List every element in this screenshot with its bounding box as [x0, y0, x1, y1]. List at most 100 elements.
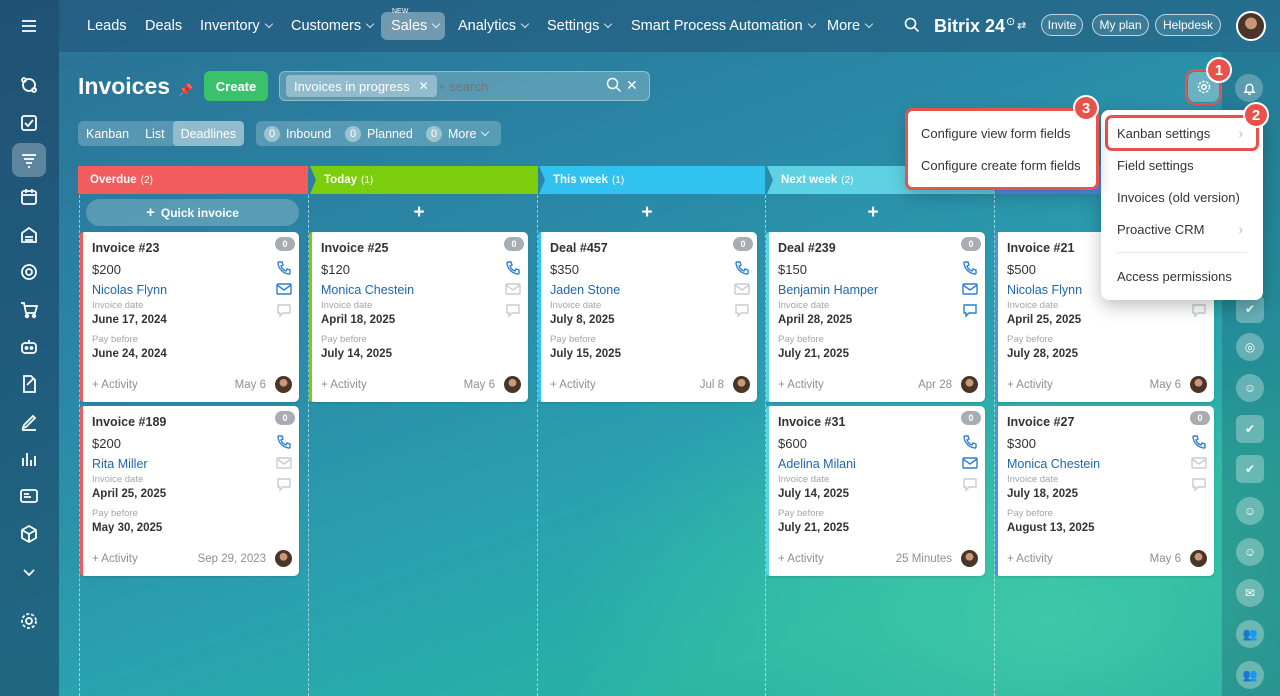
phone-icon[interactable] — [962, 260, 978, 276]
contact-avatar-icon[interactable]: ☺ — [1236, 374, 1264, 402]
card-add-activity[interactable]: + Activity — [550, 379, 596, 391]
nav-inventory[interactable]: Inventory — [200, 0, 273, 52]
card-title[interactable]: Invoice #189 — [92, 415, 167, 429]
nav-deals[interactable]: Deals — [145, 18, 183, 34]
menu-item-kanban-settings[interactable]: Kanban settings › — [1101, 117, 1263, 149]
card-avatar[interactable] — [275, 376, 292, 393]
close-icon[interactable]: ✕ — [418, 79, 429, 93]
phone-icon[interactable] — [505, 260, 521, 276]
card-avatar[interactable] — [1190, 550, 1207, 567]
kanban-card[interactable]: Invoice #25 0 $120 Monica Chestein Invoice d… — [309, 232, 528, 402]
search-input[interactable] — [438, 77, 588, 95]
card-title[interactable]: Invoice #25 — [321, 241, 389, 255]
chat-icon[interactable] — [962, 477, 978, 492]
add-item-plus-icon[interactable]: + — [867, 202, 879, 223]
chat-icon[interactable] — [1191, 303, 1207, 318]
sales-icon[interactable] — [12, 143, 46, 177]
pen-icon[interactable] — [12, 405, 46, 439]
cart-icon[interactable] — [12, 293, 46, 327]
chat-avatar-icon[interactable]: ◎ — [1236, 333, 1264, 361]
add-item-plus-icon[interactable]: + — [413, 202, 425, 223]
card-client-link[interactable]: Nicolas Flynn — [92, 283, 168, 297]
menu-item-invoices-old[interactable]: Invoices (old version) — [1117, 189, 1240, 205]
card-add-activity[interactable]: + Activity — [778, 379, 824, 391]
my-plan-button[interactable]: My plan — [1092, 14, 1149, 36]
phone-icon[interactable] — [1191, 434, 1207, 450]
search-filter-box[interactable]: Invoices in progress ✕ ✕ — [279, 71, 650, 101]
menu-icon[interactable] — [12, 9, 46, 43]
card-title[interactable]: Invoice #31 — [778, 415, 846, 429]
pin-icon[interactable]: 📌 — [178, 83, 193, 97]
phone-icon[interactable] — [962, 434, 978, 450]
search-icon[interactable] — [606, 77, 622, 98]
analytics-icon[interactable] — [12, 442, 46, 476]
nav-analytics[interactable]: Analytics — [458, 0, 530, 52]
column-today[interactable]: Today (1) — [312, 166, 537, 194]
filter-chip[interactable]: Invoices in progress ✕ — [286, 75, 437, 97]
box-icon[interactable] — [12, 517, 46, 551]
card-avatar[interactable] — [733, 376, 750, 393]
chat-icon[interactable] — [505, 303, 521, 318]
bitrix-logo[interactable]: Bitrix 24 — [934, 15, 1006, 36]
chat-icon[interactable] — [276, 303, 292, 318]
target-icon[interactable] — [12, 255, 46, 289]
column-overdue[interactable]: Overdue (2) — [78, 166, 308, 194]
counter-more[interactable]: 0 More — [426, 121, 490, 146]
card-title[interactable]: Invoice #23 — [92, 241, 160, 255]
task-check-icon[interactable]: ✔ — [1236, 415, 1264, 443]
settings-gear-icon[interactable] — [12, 604, 46, 638]
menu-item-create-form-fields[interactable]: Configure create form fields — [921, 157, 1081, 173]
view-list[interactable]: List — [145, 126, 165, 141]
menu-item-view-form-fields[interactable]: Configure view form fields — [921, 125, 1071, 141]
view-deadlines[interactable]: Deadlines — [172, 121, 245, 146]
card-client-link[interactable]: Nicolas Flynn — [1007, 283, 1083, 297]
invite-button[interactable]: Invite — [1041, 14, 1083, 36]
search-icon[interactable] — [904, 17, 920, 38]
quick-invoice-button[interactable]: + Quick invoice — [86, 199, 299, 226]
phone-icon[interactable] — [276, 260, 292, 276]
mail-icon[interactable] — [962, 456, 978, 470]
counter-inbound[interactable]: 0 Inbound — [264, 121, 331, 146]
task-check-icon[interactable]: ✔ — [1236, 455, 1264, 483]
menu-item-proactive-crm[interactable]: Proactive CRM › — [1101, 213, 1263, 245]
contact-card-icon[interactable] — [12, 479, 46, 513]
card-client-link[interactable]: Monica Chestein — [1007, 457, 1101, 471]
document-sign-icon[interactable] — [12, 367, 46, 401]
nav-smart-process[interactable]: Smart Process Automation — [631, 0, 816, 52]
column-this-week[interactable]: This week (1) — [541, 166, 764, 194]
card-add-activity[interactable]: + Activity — [92, 553, 138, 565]
kanban-card[interactable]: Deal #457 0 $350 Jaden Stone Invoice date Jul… — [538, 232, 757, 402]
mail-icon[interactable] — [1191, 456, 1207, 470]
nav-settings[interactable]: Settings — [547, 0, 613, 52]
chat-icon[interactable] — [734, 303, 750, 318]
view-kanban[interactable]: Kanban — [86, 126, 130, 141]
menu-item-field-settings[interactable]: Field settings — [1117, 157, 1194, 173]
card-title[interactable]: Deal #239 — [778, 241, 836, 255]
card-client-link[interactable]: Monica Chestein — [321, 283, 415, 297]
group-icon[interactable]: 👥 — [1236, 620, 1264, 648]
kanban-card[interactable]: Invoice #27 0 $300 Monica Chestein Invoice d… — [995, 406, 1214, 576]
mail-icon[interactable] — [276, 282, 292, 296]
tasks-icon[interactable] — [12, 106, 46, 140]
mail-icon[interactable] — [734, 282, 750, 296]
mail-icon[interactable]: ✉ — [1236, 579, 1264, 607]
add-item-plus-icon[interactable]: + — [641, 202, 653, 223]
card-avatar[interactable] — [1190, 376, 1207, 393]
storage-icon[interactable] — [12, 218, 46, 252]
clear-icon[interactable]: ✕ — [626, 77, 638, 93]
chat-icon[interactable] — [276, 477, 292, 492]
menu-item-access-permissions[interactable]: Access permissions — [1117, 268, 1232, 284]
kanban-card[interactable]: Invoice #189 0 $200 Rita Miller Invoice date… — [80, 406, 299, 576]
chat-icon[interactable] — [1191, 477, 1207, 492]
chat-icon[interactable] — [962, 303, 978, 318]
card-title[interactable]: Invoice #27 — [1007, 415, 1075, 429]
contact-avatar-icon[interactable]: ☺ — [1236, 497, 1264, 525]
kanban-card[interactable]: Deal #239 0 $150 Benjamin Hamper Invoice dat… — [766, 232, 985, 402]
phone-icon[interactable] — [734, 260, 750, 276]
crm-icon[interactable] — [12, 68, 46, 102]
card-add-activity[interactable]: + Activity — [1007, 379, 1053, 391]
card-add-activity[interactable]: + Activity — [321, 379, 367, 391]
card-title[interactable]: Invoice #21 — [1007, 241, 1075, 255]
create-button[interactable]: Create — [204, 71, 268, 101]
user-avatar[interactable] — [1236, 11, 1266, 41]
